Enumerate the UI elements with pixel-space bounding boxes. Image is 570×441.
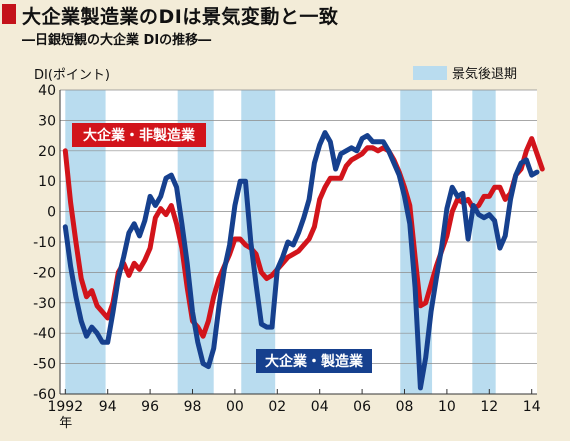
y-tick-label: -10 bbox=[33, 235, 56, 251]
series-label: 大企業・製造業 bbox=[265, 353, 364, 370]
x-tick-label: 98 bbox=[184, 399, 202, 415]
y-tick-label: -30 bbox=[33, 296, 56, 312]
x-tick-label: 94 bbox=[99, 399, 117, 415]
chart-title: 大企業製造業のDIは景気変動と一致 bbox=[22, 6, 339, 28]
y-tick-label: 40 bbox=[38, 83, 56, 99]
y-tick-label: -40 bbox=[33, 326, 56, 342]
x-tick-label: 1992 bbox=[47, 399, 83, 415]
x-tick-label: 96 bbox=[141, 399, 159, 415]
series-line-manufacturing bbox=[62, 130, 540, 391]
y-tick-label: 30 bbox=[38, 113, 56, 129]
series-label: 大企業・非製造業 bbox=[83, 127, 196, 144]
chart-subtitle: ―日銀短観の大企業 DIの推移― bbox=[22, 33, 212, 48]
y-tick-label: -50 bbox=[33, 357, 56, 373]
x-tick-label: 12 bbox=[480, 399, 498, 415]
series-label-box bbox=[72, 123, 206, 147]
x-tick-label: 04 bbox=[311, 399, 329, 415]
recession-legend-swatch bbox=[413, 66, 447, 80]
x-tick-label: 14 bbox=[523, 399, 541, 415]
y-tick-label: 20 bbox=[38, 144, 56, 160]
x-tick-label: 08 bbox=[396, 399, 414, 415]
recession-legend-label: 景気後退期 bbox=[452, 66, 517, 82]
y-tick-label: 10 bbox=[38, 174, 56, 190]
y-tick-label: -20 bbox=[33, 265, 56, 281]
x-unit-label: 年 bbox=[59, 416, 72, 431]
y-tick-label: 0 bbox=[47, 205, 56, 221]
x-tick-label: 06 bbox=[353, 399, 371, 415]
x-tick-label: 00 bbox=[226, 399, 244, 415]
x-tick-label: 10 bbox=[438, 399, 456, 415]
y-axis-label: DI(ポイント) bbox=[34, 68, 110, 83]
x-tick-label: 02 bbox=[268, 399, 286, 415]
title-accent-bar bbox=[2, 4, 16, 24]
y-tick-label: -60 bbox=[33, 387, 56, 403]
series-label-box bbox=[256, 349, 372, 373]
